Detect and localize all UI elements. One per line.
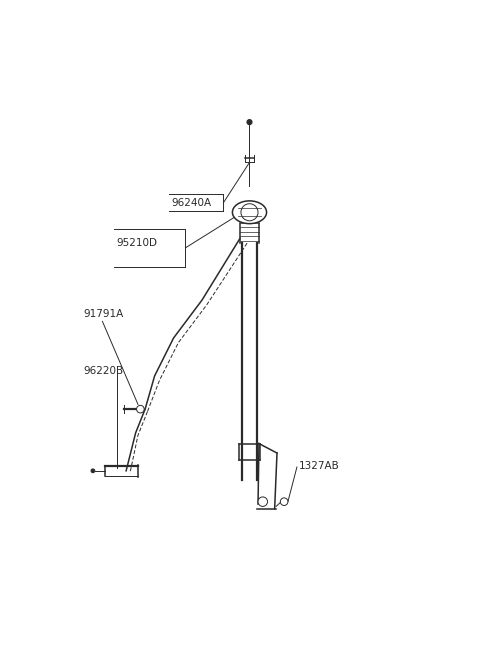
Circle shape — [280, 498, 288, 505]
Circle shape — [258, 497, 267, 507]
Ellipse shape — [232, 201, 266, 223]
Circle shape — [247, 120, 252, 124]
Circle shape — [91, 469, 95, 473]
Text: 1327AB: 1327AB — [300, 461, 340, 471]
Circle shape — [241, 204, 258, 221]
Text: 95210D: 95210D — [117, 238, 157, 248]
Text: 96220B: 96220B — [84, 366, 123, 376]
Circle shape — [137, 405, 144, 413]
Text: 96240A: 96240A — [171, 198, 211, 208]
Text: 91791A: 91791A — [84, 309, 124, 319]
